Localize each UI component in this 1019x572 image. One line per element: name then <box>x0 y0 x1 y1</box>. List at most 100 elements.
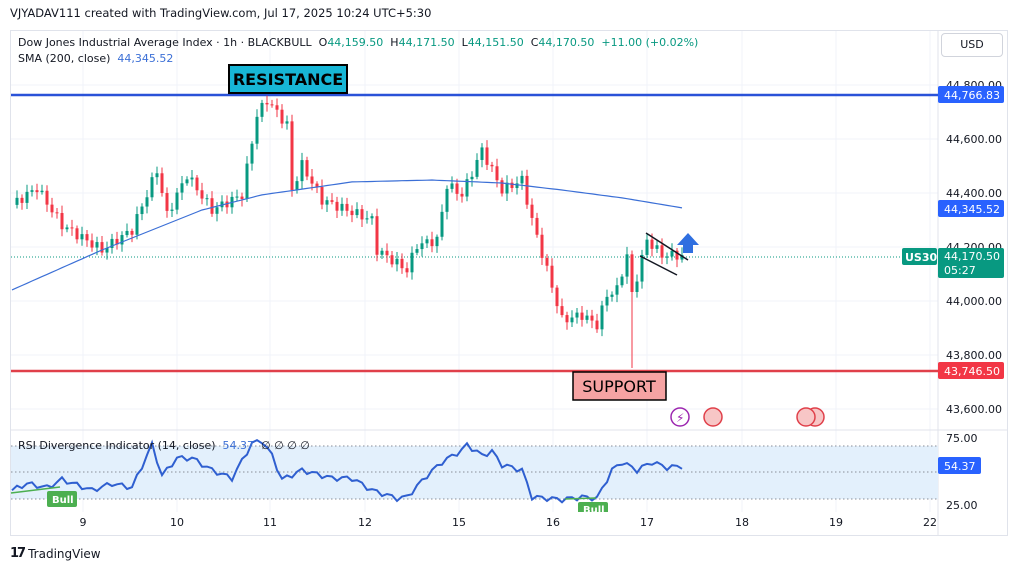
candle <box>220 195 224 212</box>
candle <box>35 183 39 200</box>
candle <box>365 210 369 224</box>
symbol-tag: US30 <box>905 251 938 264</box>
candle <box>45 185 49 212</box>
candle <box>375 208 379 262</box>
candle <box>100 235 104 256</box>
candle <box>525 169 529 209</box>
event-icons[interactable]: ⚡ <box>670 407 825 427</box>
candle <box>245 156 249 203</box>
price-tick: 44,400.00 <box>946 187 1002 200</box>
candle <box>140 203 144 221</box>
candle <box>575 308 579 324</box>
candle <box>310 168 314 191</box>
us-flag-icon <box>796 407 816 427</box>
sma-legend[interactable]: SMA (200, close) 44,345.52 <box>18 52 173 65</box>
candle <box>560 298 564 318</box>
candle <box>190 170 194 187</box>
candle <box>555 285 559 314</box>
candle <box>655 240 659 253</box>
candle <box>370 213 374 225</box>
candle <box>280 104 284 129</box>
lightning-icon <box>670 407 690 427</box>
candle <box>485 140 489 171</box>
time-tick: 10 <box>170 516 184 529</box>
low-label: L <box>461 36 468 49</box>
candle <box>570 310 574 327</box>
candle <box>675 248 679 268</box>
flag-pattern[interactable] <box>639 232 689 276</box>
candle <box>345 197 349 217</box>
rsi-value-tag: 54.37 <box>944 460 976 473</box>
rsi-legend[interactable]: RSI Divergence Indicator (14, close) 54.… <box>18 439 310 452</box>
time-tick: 18 <box>735 516 749 529</box>
candle <box>85 230 89 247</box>
candle <box>395 251 399 272</box>
sma-line <box>11 179 683 291</box>
candle <box>475 153 479 180</box>
tradingview-logo[interactable]: 17 TradingView <box>10 546 101 561</box>
tv-logo-icon: 17 <box>10 546 26 561</box>
change-value: +11.00 (+0.02%) <box>601 36 699 49</box>
candle <box>115 231 119 250</box>
sma-price-tag: 44,345.52 <box>944 203 1000 216</box>
candle <box>530 198 534 226</box>
time-tick: 22 <box>923 516 937 529</box>
candle <box>470 171 474 187</box>
candle <box>420 236 424 257</box>
candle <box>355 202 359 219</box>
candle <box>40 184 44 195</box>
price-tick: 43,800.00 <box>946 349 1002 362</box>
candle <box>605 289 609 312</box>
rsi-tick: 75.00 <box>946 432 978 445</box>
candle <box>615 277 619 303</box>
candle <box>610 291 614 302</box>
candle <box>55 208 59 219</box>
resistance-label[interactable]: RESISTANCE <box>233 70 343 89</box>
low-value: 44,151.50 <box>467 36 524 49</box>
high-value: 44,171.50 <box>398 36 455 49</box>
candle <box>60 205 64 237</box>
candle <box>75 225 79 244</box>
candle <box>400 253 404 274</box>
currency-button[interactable]: USD <box>941 33 1003 57</box>
candle <box>335 196 339 218</box>
candle <box>70 219 74 236</box>
candle <box>630 250 634 368</box>
candle <box>425 235 429 248</box>
candle <box>205 194 209 206</box>
candle <box>325 196 329 213</box>
symbol-title[interactable]: Dow Jones Industrial Average Index · 1h … <box>18 36 312 49</box>
candle <box>450 176 454 193</box>
candle <box>665 252 669 265</box>
candle <box>580 305 584 327</box>
time-tick: 17 <box>640 516 654 529</box>
candle <box>520 170 524 190</box>
candle <box>505 175 509 202</box>
candle <box>500 177 504 197</box>
candle <box>200 182 204 205</box>
candle <box>20 194 24 210</box>
open-label: O <box>318 36 328 49</box>
candle <box>165 187 169 218</box>
candle <box>635 274 639 298</box>
candle <box>170 202 174 217</box>
price-tick: 44,600.00 <box>946 133 1002 146</box>
candle <box>455 178 459 201</box>
time-tick: 12 <box>358 516 372 529</box>
close-label: C <box>530 36 539 49</box>
time-tick: 15 <box>452 516 466 529</box>
footer-brand: TradingView <box>28 546 101 561</box>
ohlc-legend: Dow Jones Industrial Average Index · 1h … <box>18 36 698 49</box>
candle <box>135 206 139 240</box>
time-tick: 11 <box>263 516 277 529</box>
support-label[interactable]: SUPPORT <box>582 377 656 396</box>
rsi-label: RSI Divergence Indicator (14, close) <box>18 439 216 452</box>
candle <box>270 99 274 108</box>
candle <box>350 205 354 223</box>
candle <box>590 309 594 329</box>
chart-frame <box>10 30 1008 536</box>
candle <box>125 223 129 238</box>
candle <box>430 231 434 253</box>
candle <box>465 173 469 202</box>
